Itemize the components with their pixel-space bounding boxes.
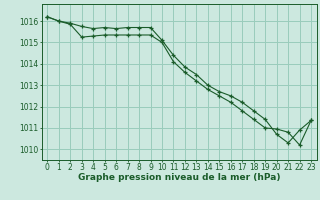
X-axis label: Graphe pression niveau de la mer (hPa): Graphe pression niveau de la mer (hPa) [78,173,280,182]
